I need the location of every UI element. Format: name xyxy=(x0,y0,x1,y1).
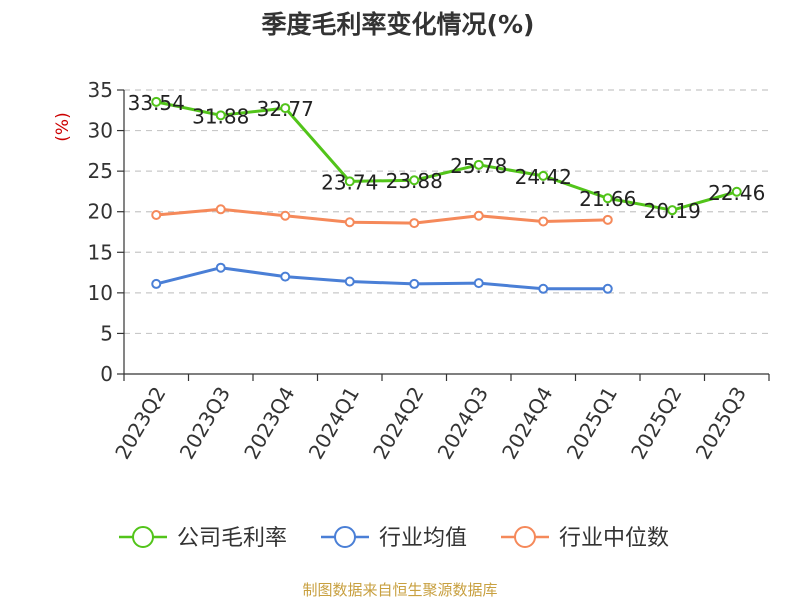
x-tick-label: 2024Q2 xyxy=(368,383,428,464)
data-point xyxy=(215,204,226,215)
y-tick-label: 15 xyxy=(88,240,113,264)
data-point xyxy=(731,186,742,197)
data-point xyxy=(280,103,291,114)
data-point xyxy=(538,216,549,227)
x-tick-label: 2025Q2 xyxy=(626,383,686,464)
x-tick-label: 2024Q1 xyxy=(304,383,364,464)
data-label: 31.88 xyxy=(192,104,249,128)
data-label: 21.66 xyxy=(579,187,636,211)
series-group xyxy=(151,96,742,294)
data-point xyxy=(409,218,420,229)
data-point xyxy=(538,170,549,181)
y-axis-label: (%) xyxy=(53,112,73,141)
data-point xyxy=(538,283,549,294)
data-point xyxy=(280,271,291,282)
data-point xyxy=(344,276,355,287)
data-point xyxy=(473,210,484,221)
data-point xyxy=(602,283,613,294)
chart-title: 季度毛利率变化情况(%) xyxy=(262,10,535,39)
x-tick-label: 2023Q2 xyxy=(110,383,170,464)
data-point xyxy=(215,110,226,121)
y-tick-label: 5 xyxy=(100,321,113,345)
data-point xyxy=(602,193,613,204)
x-tick-label: 2025Q1 xyxy=(562,383,622,464)
data-label: 23.88 xyxy=(386,169,443,193)
x-tick-label: 2023Q3 xyxy=(175,383,235,464)
data-label: 23.74 xyxy=(321,170,378,194)
data-point xyxy=(473,278,484,289)
data-label: 32.77 xyxy=(257,97,314,121)
legend-item: 行业中位数 xyxy=(501,526,669,551)
data-point xyxy=(473,159,484,170)
y-tick-label: 10 xyxy=(88,281,113,305)
legend-marker xyxy=(334,526,356,548)
series-line-1 xyxy=(154,266,610,291)
y-tick-label: 20 xyxy=(88,200,113,224)
data-point xyxy=(409,278,420,289)
data-label: 25.78 xyxy=(450,154,507,178)
x-tick-label: 2025Q3 xyxy=(691,383,751,464)
data-label: 24.42 xyxy=(515,165,572,189)
legend-label: 公司毛利率 xyxy=(177,526,287,551)
series-line-0 xyxy=(154,100,739,212)
y-tick-label: 0 xyxy=(100,362,113,386)
data-point xyxy=(151,278,162,289)
data-point xyxy=(151,209,162,220)
data-point xyxy=(409,175,420,186)
data-label: 33.54 xyxy=(128,91,185,115)
x-tick-label: 2024Q3 xyxy=(433,383,493,464)
legend-marker xyxy=(132,526,154,548)
legend-label: 行业中位数 xyxy=(559,526,669,551)
legend-marker xyxy=(514,526,536,548)
source-note: 制图数据来自恒生聚源数据库 xyxy=(302,581,497,599)
series-line-2 xyxy=(154,207,610,225)
x-tick-label: 2023Q4 xyxy=(239,383,299,464)
y-tick-label: 35 xyxy=(88,78,113,102)
data-point xyxy=(344,217,355,228)
data-point xyxy=(602,214,613,225)
data-label: 22.46 xyxy=(708,181,765,205)
data-point xyxy=(344,176,355,187)
data-point xyxy=(151,96,162,107)
legend-item: 行业均值 xyxy=(321,526,467,551)
y-tick-label: 25 xyxy=(88,159,113,183)
data-point xyxy=(215,262,226,273)
data-labels: 33.54 31.88 32.77 23.74 23.88 25.78 24.42 21.66… xyxy=(128,91,766,223)
legend-item: 公司毛利率 xyxy=(119,526,287,551)
y-tick-label: 30 xyxy=(88,119,113,143)
data-point xyxy=(280,210,291,221)
data-label: 20.19 xyxy=(644,199,701,223)
x-tick-label: 2024Q4 xyxy=(497,383,557,464)
legend: 公司毛利率 行业均值 行业中位数 xyxy=(119,526,669,551)
data-point xyxy=(667,205,678,216)
legend-label: 行业均值 xyxy=(379,526,467,551)
